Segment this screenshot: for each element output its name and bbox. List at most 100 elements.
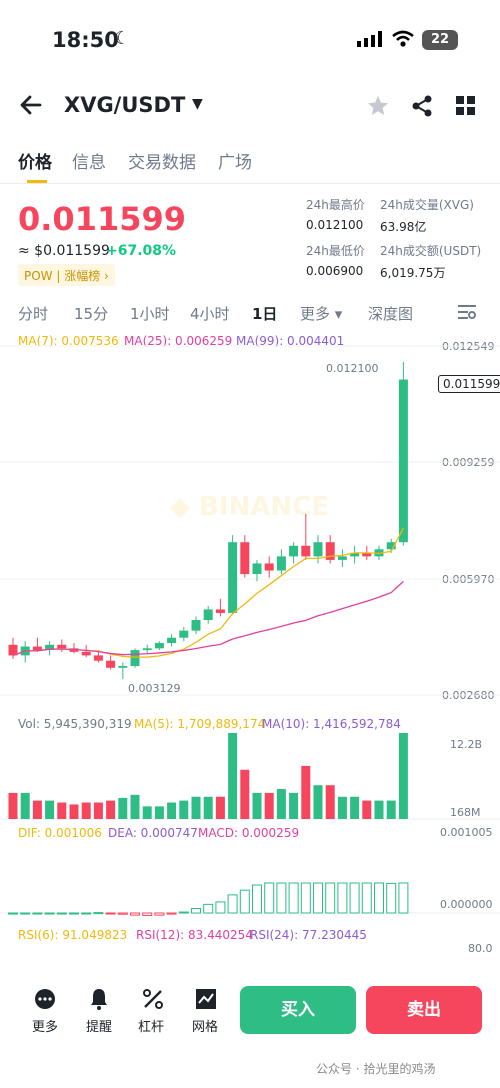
volume-bar: [215, 796, 225, 819]
macd-bar: [142, 912, 153, 916]
binance-watermark: ◆ BINANCE: [170, 492, 329, 522]
macd-axis-bottom: 0.000000: [440, 898, 493, 911]
volume-bar: [142, 806, 152, 819]
volume-bar: [203, 796, 213, 819]
battery-indicator: 22: [422, 30, 458, 50]
candle-body: [289, 545, 299, 557]
macd-bar: [130, 912, 140, 916]
rsi12-legend: RSI(12): 83.440254: [136, 928, 253, 942]
candle-body: [81, 651, 91, 656]
interval-1h[interactable]: 1小时: [130, 305, 170, 323]
candle-body: [313, 542, 323, 557]
candlestick-chart[interactable]: ◆ BINANCE: [0, 330, 500, 705]
high-label: 24h最高价: [306, 198, 365, 212]
tag-badge[interactable]: POW | 涨幅榜 ›: [18, 264, 115, 286]
candle-body: [337, 556, 347, 560]
volume-bar: [57, 802, 67, 819]
volume-bar: [350, 796, 360, 819]
candle-body: [179, 630, 189, 638]
chart-settings-icon[interactable]: [458, 304, 476, 320]
volume-bar: [386, 800, 396, 819]
tab-square[interactable]: 广场: [218, 153, 252, 173]
interval-more[interactable]: 更多 ▾: [300, 305, 343, 323]
tab-info[interactable]: 信息: [72, 153, 106, 173]
macd-bar: [178, 911, 189, 914]
signal-icon: [357, 31, 382, 47]
grid-trading-icon[interactable]: [195, 988, 217, 1010]
ma25-line: [12, 580, 404, 657]
tab-price[interactable]: 价格: [18, 153, 52, 173]
chevron-down-icon[interactable]: ▼: [192, 96, 203, 112]
macd-bar: [93, 912, 104, 915]
low-label: 24h最低价: [306, 244, 365, 258]
grid-menu-icon[interactable]: [456, 96, 476, 116]
candle-body: [191, 620, 201, 631]
macd-dif-legend: DIF: 0.001006: [18, 826, 102, 840]
candle-body: [228, 542, 238, 613]
candle-body: [93, 655, 103, 661]
star-icon[interactable]: [366, 94, 390, 118]
vol-value: 63.98亿: [380, 220, 427, 234]
volume-bar: [154, 806, 164, 819]
depth-chart-tab[interactable]: 深度图: [368, 305, 414, 323]
alert-label[interactable]: 提醒: [85, 1020, 112, 1035]
grid-label[interactable]: 网格: [191, 1020, 218, 1035]
rsi6-legend: RSI(6): 91.049823: [18, 928, 128, 942]
rsi24-legend: RSI(24): 77.230445: [250, 928, 367, 942]
tab-trading-data[interactable]: 交易数据: [128, 153, 196, 173]
more-icon[interactable]: [34, 988, 56, 1010]
volume-bar: [167, 802, 177, 819]
volume-bar: [93, 802, 103, 819]
bell-icon[interactable]: [88, 987, 110, 1011]
leverage-icon[interactable]: [142, 988, 164, 1010]
volume-bar: [398, 733, 408, 819]
macd-bar: [117, 912, 128, 915]
candle-body: [142, 648, 152, 651]
candle-body: [203, 609, 213, 621]
more-label[interactable]: 更多: [31, 1020, 58, 1035]
macd-bar: [44, 912, 55, 915]
sell-button[interactable]: 卖出: [366, 986, 482, 1034]
buy-button[interactable]: 买入: [240, 986, 356, 1034]
volume-bar: [276, 789, 286, 819]
macd-bar: [288, 882, 299, 914]
macd-bar: [81, 912, 92, 915]
volume-bar: [228, 733, 238, 819]
macd-bar: [32, 912, 43, 915]
candle-body: [301, 545, 311, 557]
volume-bar: [179, 800, 189, 819]
volume-bar: [264, 792, 274, 819]
tab-bar: [0, 146, 500, 184]
vol-label: 24h成交量(XVG): [380, 198, 474, 212]
watermark-text: 公众号 · 拾光里的鸡汤: [316, 1062, 436, 1076]
interval-15m[interactable]: 15分: [74, 305, 109, 323]
share-icon[interactable]: [410, 94, 434, 118]
ma7-line: [12, 527, 404, 658]
candle-body: [118, 666, 128, 668]
macd-chart: [0, 882, 500, 916]
macd-bar: [105, 912, 116, 915]
low-marker: 0.003129: [128, 682, 181, 695]
ma7-legend: MA(7): 0.007536: [18, 334, 119, 348]
pair-title[interactable]: XVG/USDT: [64, 93, 186, 117]
interval-1d[interactable]: 1日: [252, 305, 278, 323]
vol-axis-bottom: 168M: [450, 806, 481, 819]
interval-timeshare[interactable]: 分时: [18, 305, 49, 323]
macd-value-legend: MACD: 0.000259: [198, 826, 300, 840]
back-arrow-icon[interactable]: [18, 92, 44, 118]
macd-bar: [374, 882, 384, 914]
macd-bar: [264, 882, 275, 914]
macd-bar: [239, 889, 250, 914]
candle-body: [386, 542, 396, 550]
leverage-label[interactable]: 杠杆: [137, 1020, 164, 1035]
candle-body: [57, 644, 67, 649]
macd-bar: [203, 903, 214, 914]
candle-body: [325, 542, 335, 560]
low-value: 0.006900: [306, 264, 364, 278]
volume-bar: [191, 796, 201, 819]
macd-axis-top: 0.001005: [440, 826, 493, 839]
amount-label: 24h成交额(USDT): [380, 244, 482, 258]
interval-4h[interactable]: 4小时: [190, 305, 230, 323]
candle-body: [276, 556, 286, 571]
candle-body: [130, 650, 140, 667]
